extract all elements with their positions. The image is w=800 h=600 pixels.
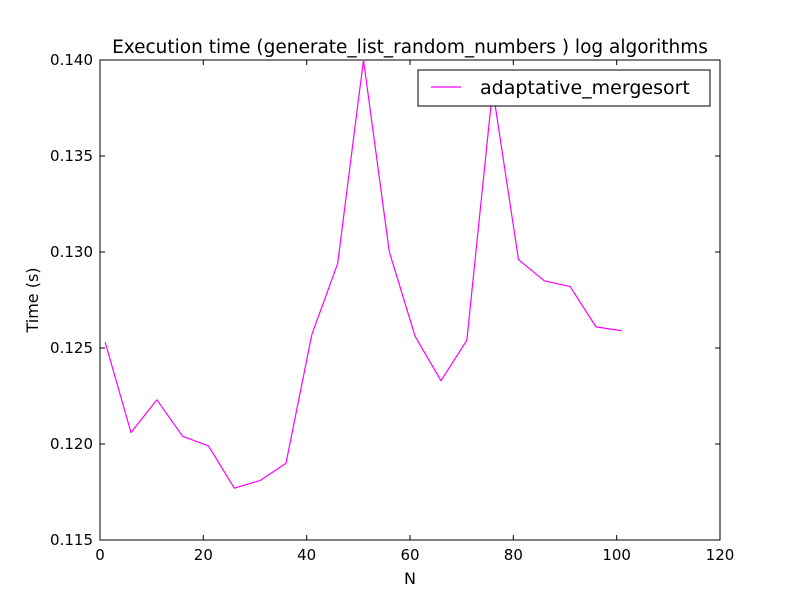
- x-tick-label: 120: [706, 546, 735, 564]
- chart-title: Execution time (generate_list_random_num…: [112, 37, 708, 58]
- x-axis-ticks: 0 20 40 60 80 100 120: [95, 60, 734, 564]
- y-axis-label: Time (s): [23, 267, 42, 333]
- y-tick-label: 0.140: [50, 51, 93, 69]
- y-tick-label: 0.135: [50, 147, 93, 165]
- x-tick-label: 100: [602, 546, 631, 564]
- plot-area: [99, 59, 721, 541]
- y-tick-label: 0.115: [50, 531, 93, 549]
- series-layer: [104, 59, 622, 489]
- x-tick-label: 20: [194, 546, 213, 564]
- x-tick-label: 60: [400, 546, 419, 564]
- legend-box: [417, 69, 711, 107]
- series-line-adaptative-mergesort: [104, 59, 622, 489]
- y-tick-label: 0.120: [50, 435, 93, 453]
- y-axis-ticks: 0.115 0.120 0.125 0.130 0.135 0.140: [50, 51, 720, 549]
- y-tick-label: 0.130: [50, 243, 93, 261]
- x-axis-label: N: [404, 569, 416, 588]
- y-tick-label: 0.125: [50, 339, 93, 357]
- legend-label-adaptative-mergesort: adaptative_mergesort: [480, 77, 690, 99]
- x-tick-label: 80: [504, 546, 523, 564]
- x-tick-label: 40: [297, 546, 316, 564]
- x-tick-label: 0: [95, 546, 105, 564]
- legend: adaptative_mergesort: [417, 69, 711, 107]
